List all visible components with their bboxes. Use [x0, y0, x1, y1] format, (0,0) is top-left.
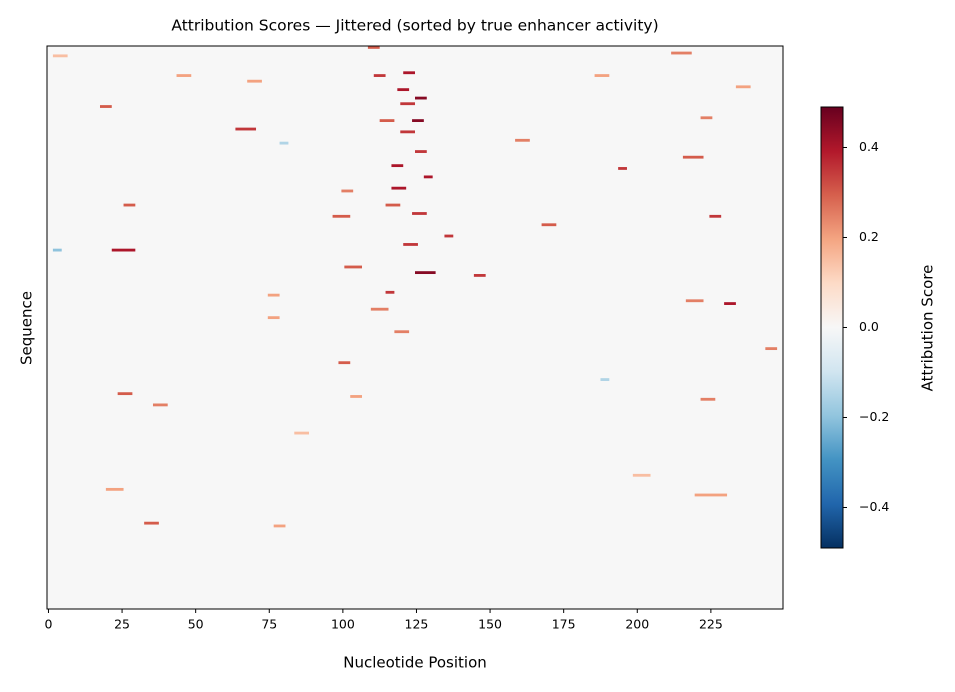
heatmap-cell — [267, 293, 280, 297]
x-tick-label: 125 — [405, 617, 429, 632]
heatmap-cell — [235, 127, 257, 131]
heatmap-cell — [350, 395, 363, 398]
heatmap-cell — [99, 105, 112, 108]
heatmap-cell — [403, 71, 415, 75]
heatmap-cell — [415, 96, 427, 100]
heatmap-cell — [332, 214, 351, 218]
heatmap-cell — [385, 203, 401, 207]
heatmap-cell — [515, 138, 530, 142]
heatmap-cell — [294, 431, 310, 435]
x-tick-label: 25 — [114, 617, 130, 632]
heatmap-cell — [105, 487, 124, 491]
heatmap-cell — [144, 521, 159, 525]
heatmap-cell — [473, 274, 486, 277]
heatmap-cell — [403, 243, 418, 246]
colorbar — [820, 106, 844, 549]
y-axis-label: Sequence — [18, 291, 36, 365]
x-tick-label: 100 — [331, 617, 355, 632]
heatmap-cell — [412, 119, 424, 123]
colorbar-tick-label: −0.4 — [859, 499, 889, 514]
x-tick-label: 0 — [44, 617, 52, 632]
heatmap-cell — [391, 164, 404, 168]
heatmap-cell — [176, 74, 192, 77]
heatmap-cell — [765, 347, 778, 351]
colorbar-tick-label: −0.2 — [859, 409, 889, 424]
heatmap-cell — [700, 397, 716, 401]
colorbar-tick-label: 0.2 — [859, 229, 879, 244]
heatmap-cell — [341, 189, 354, 193]
heatmap-cell — [415, 150, 427, 153]
heatmap-cell — [373, 74, 386, 77]
heatmap-cell — [370, 307, 389, 311]
colorbar-tick-label: 0.0 — [859, 319, 879, 334]
heatmap-cell — [724, 302, 736, 305]
heatmap-cell — [412, 212, 427, 215]
heatmap-cell — [379, 119, 395, 123]
heatmap-cell — [385, 290, 395, 294]
x-tick-label: 150 — [478, 617, 502, 632]
heatmap-cell — [671, 51, 692, 55]
heatmap-cell — [111, 248, 136, 252]
heatmap-cell — [123, 203, 136, 207]
heatmap-cell — [685, 299, 704, 303]
heatmap-cell — [600, 378, 610, 381]
heatmap-cell — [682, 155, 704, 159]
heatmap-cell — [618, 167, 627, 170]
heatmap-cell — [400, 130, 415, 134]
heatmap-cell — [344, 265, 363, 269]
plot-frame — [46, 45, 784, 610]
heatmap-cell — [594, 74, 610, 77]
heatmap-cell — [394, 330, 410, 334]
heatmap-cell — [700, 116, 713, 120]
heatmap-cell — [541, 223, 557, 227]
heatmap-cell — [444, 234, 454, 238]
x-tick-label: 225 — [699, 617, 723, 632]
heatmap-cell — [632, 473, 651, 477]
heatmap-cell — [709, 214, 722, 218]
plot-area — [47, 46, 783, 609]
heatmap-cell — [735, 85, 751, 89]
x-tick-label: 75 — [261, 617, 277, 632]
chart-title: Attribution Scores — Jittered (sorted by… — [171, 17, 658, 35]
heatmap-cell — [367, 46, 380, 49]
x-tick-label: 175 — [552, 617, 576, 632]
x-tick-label: 200 — [625, 617, 649, 632]
colorbar-label: Attribution Score — [919, 265, 937, 392]
x-axis-label: Nucleotide Position — [343, 654, 487, 672]
heatmap-cell — [694, 493, 728, 497]
heatmap-cell — [415, 271, 436, 275]
x-tick-label: 50 — [188, 617, 204, 632]
heatmap-cell — [152, 403, 168, 407]
heatmap-cell — [52, 248, 62, 252]
heatmap-cell — [338, 361, 351, 365]
heatmap-cell — [423, 175, 433, 179]
colorbar-tick-label: 0.4 — [859, 139, 879, 154]
heatmap-cell — [397, 88, 410, 92]
heatmap-cell — [391, 186, 407, 190]
heatmap-cell — [273, 524, 286, 528]
heatmap-cell — [247, 79, 262, 83]
heatmap-cell — [400, 102, 415, 106]
heatmap-cell — [52, 54, 68, 58]
heatmap-cell — [267, 316, 280, 320]
heatmap-cell — [279, 141, 289, 145]
heatmap-cell — [117, 392, 133, 396]
